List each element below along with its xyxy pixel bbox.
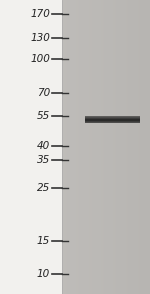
Text: 40: 40 <box>37 141 50 151</box>
Text: 130: 130 <box>30 33 50 43</box>
Text: 15: 15 <box>37 236 50 246</box>
Text: 70: 70 <box>37 88 50 98</box>
Text: 100: 100 <box>30 54 50 64</box>
Text: 10: 10 <box>37 269 50 279</box>
Bar <box>0 0 62 294</box>
Text: 170: 170 <box>30 9 50 19</box>
Text: 55: 55 <box>37 111 50 121</box>
Text: 35: 35 <box>37 155 50 165</box>
Bar <box>62 0 150 294</box>
Text: 25: 25 <box>37 183 50 193</box>
